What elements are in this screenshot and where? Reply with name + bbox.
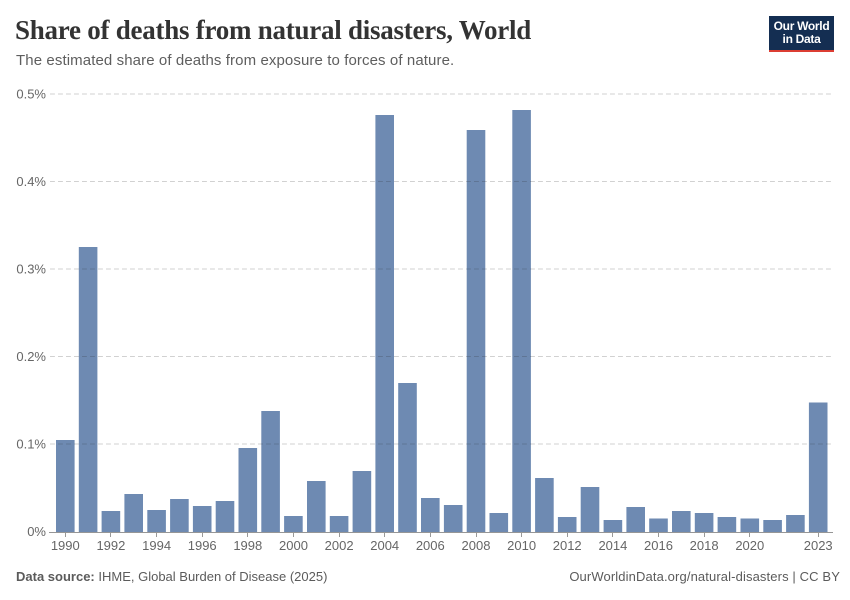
svg-text:2010: 2010 xyxy=(507,538,536,553)
svg-text:2006: 2006 xyxy=(416,538,445,553)
svg-text:1990: 1990 xyxy=(51,538,80,553)
svg-text:2002: 2002 xyxy=(325,538,354,553)
svg-text:0.2%: 0.2% xyxy=(16,349,46,364)
svg-text:0.5%: 0.5% xyxy=(16,87,46,102)
svg-text:2018: 2018 xyxy=(690,538,719,553)
svg-text:2000: 2000 xyxy=(279,538,308,553)
svg-text:2004: 2004 xyxy=(370,538,399,553)
svg-text:0%: 0% xyxy=(27,524,46,539)
svg-text:1992: 1992 xyxy=(96,538,125,553)
svg-text:1998: 1998 xyxy=(233,538,262,553)
svg-text:2014: 2014 xyxy=(598,538,627,553)
svg-text:0.1%: 0.1% xyxy=(16,437,46,452)
svg-text:2016: 2016 xyxy=(644,538,673,553)
svg-text:2023: 2023 xyxy=(804,538,833,553)
svg-text:0.4%: 0.4% xyxy=(16,174,46,189)
svg-text:2012: 2012 xyxy=(553,538,582,553)
svg-text:1996: 1996 xyxy=(188,538,217,553)
svg-text:2020: 2020 xyxy=(735,538,764,553)
svg-text:0.3%: 0.3% xyxy=(16,262,46,277)
svg-text:2008: 2008 xyxy=(462,538,491,553)
svg-text:1994: 1994 xyxy=(142,538,171,553)
